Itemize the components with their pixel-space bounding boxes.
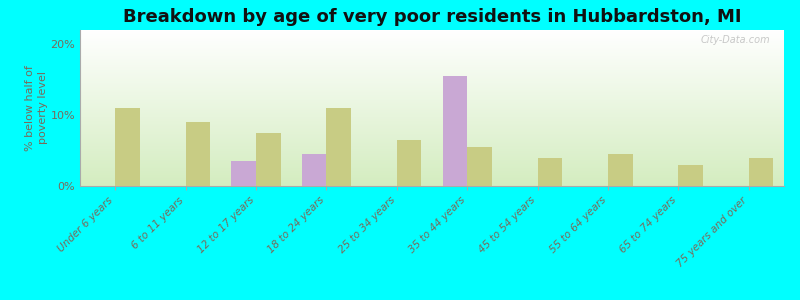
Bar bbox=[397, 140, 422, 186]
Bar bbox=[256, 133, 281, 186]
Title: Breakdown by age of very poor residents in Hubbardston, MI: Breakdown by age of very poor residents … bbox=[122, 8, 742, 26]
Bar bbox=[538, 158, 562, 186]
Bar bbox=[231, 161, 256, 186]
Bar bbox=[302, 154, 326, 186]
Bar bbox=[467, 147, 492, 186]
Bar bbox=[678, 165, 703, 186]
Bar bbox=[186, 122, 210, 186]
Bar bbox=[115, 108, 140, 186]
Text: City-Data.com: City-Data.com bbox=[700, 35, 770, 45]
Y-axis label: % below half of
poverty level: % below half of poverty level bbox=[26, 65, 48, 151]
Bar bbox=[326, 108, 351, 186]
Bar bbox=[442, 76, 467, 186]
Bar bbox=[749, 158, 774, 186]
Bar bbox=[608, 154, 633, 186]
